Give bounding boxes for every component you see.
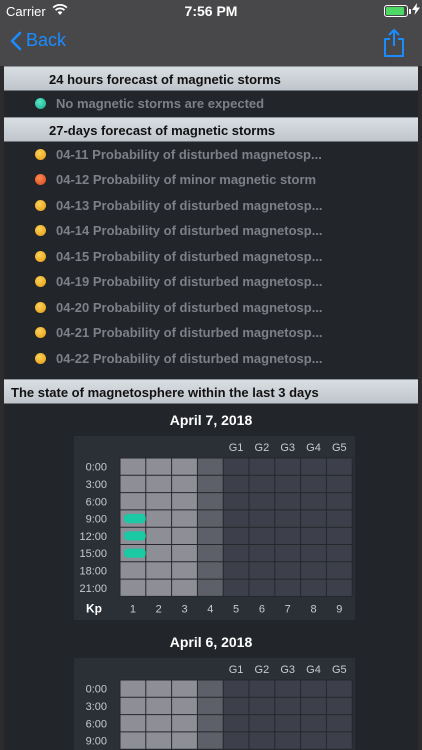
kp-charts: April 7, 2018 G1 G2 G3 G4 G5 0:00 3:00 6:00 9:00 1… [4, 404, 418, 750]
yellow-status-dot-icon [35, 225, 46, 237]
battery-tip [409, 9, 411, 14]
forecast-item[interactable]: 04-13 Probability of disturbed magnetosp… [4, 193, 418, 219]
time-tick-label: 0:00 [86, 462, 107, 474]
time-tick-label: 9:00 [86, 514, 107, 526]
forecast-item-text: 04-20 Probability of disturbed magnetosp… [56, 299, 323, 315]
forecast-item[interactable]: 04-19 Probability of disturbed magnetosp… [4, 269, 418, 295]
g-scale-label: G2 [255, 664, 270, 676]
wifi-icon [52, 3, 68, 19]
forecast-item[interactable]: No magnetic storms are expected [4, 91, 418, 117]
yellow-status-dot-icon [35, 301, 46, 313]
time-tick-label: 12:00 [79, 531, 107, 543]
share-button[interactable] [382, 28, 406, 63]
g-scale-label: G2 [255, 442, 270, 454]
forecast-item[interactable]: 04-20 Probability of disturbed magnetosp… [4, 295, 418, 321]
forecast-item-text: 04-12 Probability of minor magnetic stor… [56, 172, 317, 188]
forecast-item[interactable]: 04-12 Probability of minor magnetic stor… [4, 167, 418, 193]
forecast-27d-list: 04-11 Probability of disturbed magnetosp… [4, 142, 418, 372]
charging-icon [412, 3, 420, 18]
time-tick-label: 18:00 [79, 565, 107, 577]
time-tick-label: 15:00 [79, 548, 107, 560]
g-scale-label: G1 [229, 442, 244, 454]
kp-chart: G1 G2 G3 G4 G5 0:00 3:00 6:00 9:00 12:00 15:00 18:0… [74, 436, 355, 621]
g-scale-label: G4 [306, 664, 321, 676]
time-tick-label: 0:00 [86, 684, 107, 696]
time-tick-label: 21:00 [79, 583, 107, 595]
yellow-status-dot-icon [35, 199, 46, 211]
g-scale-label: G1 [229, 664, 244, 676]
forecast-item-text: 04-14 Probability of disturbed magnetosp… [56, 223, 323, 239]
kp-tick-label: 3 [181, 603, 187, 615]
clock: 7:56 PM [184, 3, 238, 19]
yellow-status-dot-icon [35, 352, 46, 364]
kp-bar [124, 548, 146, 558]
time-tick-label: 3:00 [86, 701, 107, 713]
forecast-item[interactable]: 04-14 Probability of disturbed magnetosp… [4, 218, 418, 244]
yellow-status-dot-icon [35, 148, 46, 160]
g-scale-label: G5 [332, 442, 347, 454]
time-tick-label: 3:00 [86, 479, 107, 491]
forecast-item[interactable]: 04-15 Probability of disturbed magnetosp… [4, 244, 418, 270]
forecast-item[interactable]: 04-11 Probability of disturbed magnetosp… [4, 142, 418, 168]
navigation-bar: Back [0, 22, 422, 66]
kp-tick-label: 5 [233, 603, 239, 615]
kp-tick-label: 2 [156, 603, 162, 615]
forecast-item-text: No magnetic storms are expected [56, 96, 265, 112]
forecast-item-text: 04-21 Probability of disturbed magnetosp… [56, 325, 323, 341]
forecast-item[interactable]: 04-21 Probability of disturbed magnetosp… [4, 320, 418, 346]
x-axis-label: Kp [86, 601, 102, 615]
forecast-item-text: 04-11 Probability of disturbed magnetosp… [56, 146, 322, 162]
kp-tick-label: 4 [207, 603, 213, 615]
chart-title: April 7, 2018 [169, 412, 253, 428]
kp-tick-label: 9 [336, 603, 342, 615]
kp-tick-label: 1 [130, 603, 136, 615]
time-tick-label: 6:00 [86, 719, 107, 731]
forecast-24h-list: No magnetic storms are expected [4, 91, 418, 117]
kp-tick-label: 6 [259, 603, 265, 615]
section-header-state: The state of magnetosphere within the la… [4, 379, 418, 404]
g-scale-label: G3 [280, 664, 295, 676]
g-scale-label: G5 [332, 664, 347, 676]
chevron-left-icon [10, 31, 22, 50]
yellow-status-dot-icon [35, 327, 46, 339]
forecast-item-text: 04-22 Probability of disturbed magnetosp… [56, 350, 323, 366]
orange-status-dot-icon [35, 174, 46, 186]
back-button[interactable]: Back [10, 30, 66, 51]
time-tick-label: 6:00 [86, 496, 107, 508]
g-scale-label: G3 [280, 442, 295, 454]
spacer [4, 371, 418, 379]
battery-icon [384, 5, 408, 17]
section-header-27d: 27-days forecast of magnetic storms [4, 116, 418, 142]
yellow-status-dot-icon [35, 276, 46, 288]
forecast-item[interactable]: 04-22 Probability of disturbed magnetosp… [4, 346, 418, 372]
status-bar: Carrier 7:56 PM [0, 0, 422, 22]
forecast-item-text: 04-19 Probability of disturbed magnetosp… [56, 274, 323, 290]
kp-tick-label: 8 [310, 603, 316, 615]
kp-bar [124, 531, 146, 541]
yellow-status-dot-icon [35, 250, 46, 262]
forecast-item-text: 04-13 Probability of disturbed magnetosp… [56, 197, 323, 213]
chart-title: April 6, 2018 [169, 634, 253, 651]
share-icon [384, 29, 404, 57]
carrier-label: Carrier [6, 4, 46, 19]
forecast-item-text: 04-15 Probability of disturbed magnetosp… [56, 248, 323, 264]
time-tick-label: 9:00 [86, 736, 107, 748]
green-status-dot-icon [35, 98, 46, 110]
kp-tick-label: 7 [285, 603, 291, 615]
back-button-label: Back [26, 30, 67, 50]
kp-bar [124, 513, 146, 524]
g-scale-label: G4 [306, 442, 321, 454]
content-area[interactable]: 24 hours forecast of magnetic storms No … [4, 66, 418, 750]
section-header-24h: 24 hours forecast of magnetic storms [4, 66, 418, 91]
kp-chart: G1 G2 G3 G4 G5 0:00 3:00 6:00 9:00 [74, 658, 355, 750]
